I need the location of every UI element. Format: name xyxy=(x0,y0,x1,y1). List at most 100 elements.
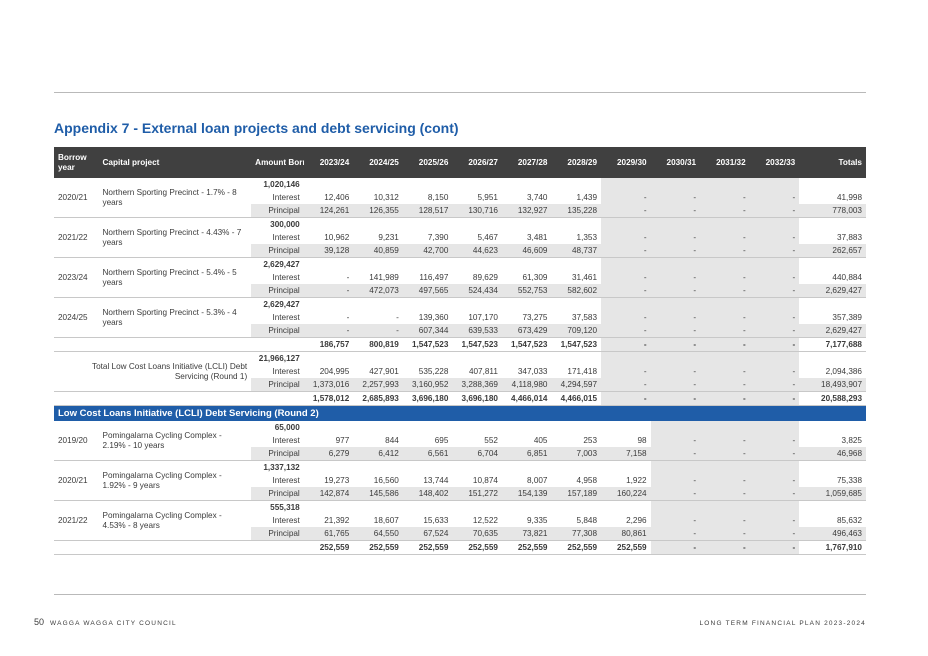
header-year: 2028/29 xyxy=(551,147,602,178)
capital-project: Pomingalarna Cycling Complex - 1.92% - 9… xyxy=(98,460,252,501)
empty-cell xyxy=(700,460,750,474)
value-cell: 977 xyxy=(335,435,350,445)
row-label-principal: Principal xyxy=(251,378,304,392)
value-cell: 253 xyxy=(583,435,598,445)
value-cell: 116,497 xyxy=(419,272,449,282)
value-cell: 73,821 xyxy=(501,527,552,541)
value-cell: 40,859 xyxy=(353,244,403,258)
value-cell: 252,559 xyxy=(402,540,453,555)
borrow-year: 2020/21 xyxy=(54,460,99,501)
value-cell: 535,228 xyxy=(418,366,449,376)
value-cell: 3,288,369 xyxy=(452,378,502,392)
value-cell: - xyxy=(650,191,701,204)
value-cell: - xyxy=(700,527,750,541)
table-row: Principal - -607,344 639,533 673,429 709,120-… xyxy=(54,324,866,338)
value-cell: - xyxy=(353,324,403,338)
table-row: Interest 12,406 10,312 8,150 5,951 3,740 1,439… xyxy=(54,191,866,204)
empty-cell xyxy=(98,540,252,555)
value-cell: - xyxy=(601,337,651,352)
value-cell: - xyxy=(700,447,750,461)
value-cell: 552,753 xyxy=(501,284,552,298)
value-cell: 252,559 xyxy=(303,540,354,555)
value-cell: - xyxy=(700,514,750,527)
value-cell: 2,257,993 xyxy=(353,378,403,392)
value-cell: 252,559 xyxy=(452,540,502,555)
header-year: 2031/32 xyxy=(700,147,750,178)
value-cell: - xyxy=(700,474,750,487)
value-cell: 141,989 xyxy=(369,272,399,282)
table-row: Interest - -139,360 107,170 73,275 37,583- - - -… xyxy=(54,311,866,324)
empty-cell xyxy=(304,258,354,272)
empty-cell xyxy=(749,297,800,311)
row-label-principal: Principal xyxy=(251,527,304,541)
empty-cell xyxy=(799,421,866,434)
header-year: 2023/24 xyxy=(303,147,354,178)
value-cell: - xyxy=(303,324,354,338)
value-cell: 37,583 xyxy=(571,312,598,322)
value-cell: 357,389 xyxy=(832,312,862,322)
empty-cell xyxy=(452,178,502,191)
value-cell: - xyxy=(700,204,750,218)
table-row: 2020/21 Northern Sporting Precinct - 1.7%… xyxy=(54,178,866,218)
value-cell: 3,696,180 xyxy=(452,391,502,406)
empty-cell xyxy=(403,421,453,434)
value-cell: 10,962 xyxy=(324,232,350,242)
table-row: 2023/24 Northern Sporting Precinct - 5.4%… xyxy=(54,257,866,298)
amount-borrowed: 1,020,146 xyxy=(263,179,300,189)
empty-cell xyxy=(403,298,453,312)
empty-cell xyxy=(749,178,800,191)
value-cell: - xyxy=(700,434,750,447)
value-cell: - xyxy=(601,378,651,392)
empty-cell xyxy=(54,391,99,406)
value-cell: 4,294,597 xyxy=(551,378,602,392)
borrow-year: 2020/21 xyxy=(54,178,99,218)
empty-cell xyxy=(700,351,750,365)
value-cell: - xyxy=(700,191,750,204)
empty-cell xyxy=(799,501,866,515)
empty-cell xyxy=(403,352,453,366)
value-cell: 496,463 xyxy=(799,527,866,541)
value-cell: 427,901 xyxy=(369,366,399,376)
header-year: 2029/30 xyxy=(601,147,651,178)
table-row: Interest 21,392 18,607 15,633 12,522 9,335 5,8… xyxy=(54,514,866,527)
value-cell: 1,373,016 xyxy=(303,378,354,392)
value-cell: 3,160,952 xyxy=(402,378,453,392)
value-cell: 6,851 xyxy=(501,447,552,461)
total-row: Principal 1,373,016 2,257,993 3,160,952 3,28… xyxy=(54,378,866,392)
empty-cell xyxy=(551,421,601,434)
value-cell: - xyxy=(650,514,701,527)
value-cell: - xyxy=(749,487,800,501)
table-row: Principal 142,874 145,586 148,402 151,272 154… xyxy=(54,487,866,501)
value-cell: 18,493,907 xyxy=(799,378,866,392)
value-cell: - xyxy=(601,324,651,338)
value-cell: - xyxy=(650,244,701,258)
table-row: 2024/25 Northern Sporting Precinct - 5.3%… xyxy=(54,297,866,338)
value-cell: - xyxy=(601,391,651,406)
value-cell: 85,632 xyxy=(836,515,862,525)
value-cell: 21,392 xyxy=(324,515,350,525)
value-cell: 12,522 xyxy=(472,515,498,525)
borrow-year: 2021/22 xyxy=(54,217,99,258)
value-cell: - xyxy=(601,365,651,378)
value-cell: - xyxy=(700,271,750,284)
value-cell: 552 xyxy=(484,435,498,445)
value-cell: 67,524 xyxy=(402,527,453,541)
value-cell: 1,922 xyxy=(626,475,647,485)
value-cell: - xyxy=(700,284,750,298)
row-label-interest: Interest xyxy=(272,366,300,376)
empty-cell xyxy=(304,461,354,475)
row-label-principal: Principal xyxy=(251,447,304,461)
empty-cell xyxy=(551,501,601,515)
value-cell: 607,344 xyxy=(402,324,453,338)
section-banner-label: Low Cost Loans Initiative (LCLI) Debt Se… xyxy=(54,405,866,421)
value-cell: - xyxy=(650,284,701,298)
value-cell: 3,740 xyxy=(526,192,548,202)
value-cell: - xyxy=(749,337,800,352)
value-cell: - xyxy=(700,487,750,501)
value-cell: - xyxy=(650,204,701,218)
value-cell: - xyxy=(601,311,651,324)
empty-cell xyxy=(700,257,750,271)
empty-cell xyxy=(700,421,750,434)
value-cell: 7,003 xyxy=(551,447,602,461)
row-label-interest: Interest xyxy=(272,272,300,282)
